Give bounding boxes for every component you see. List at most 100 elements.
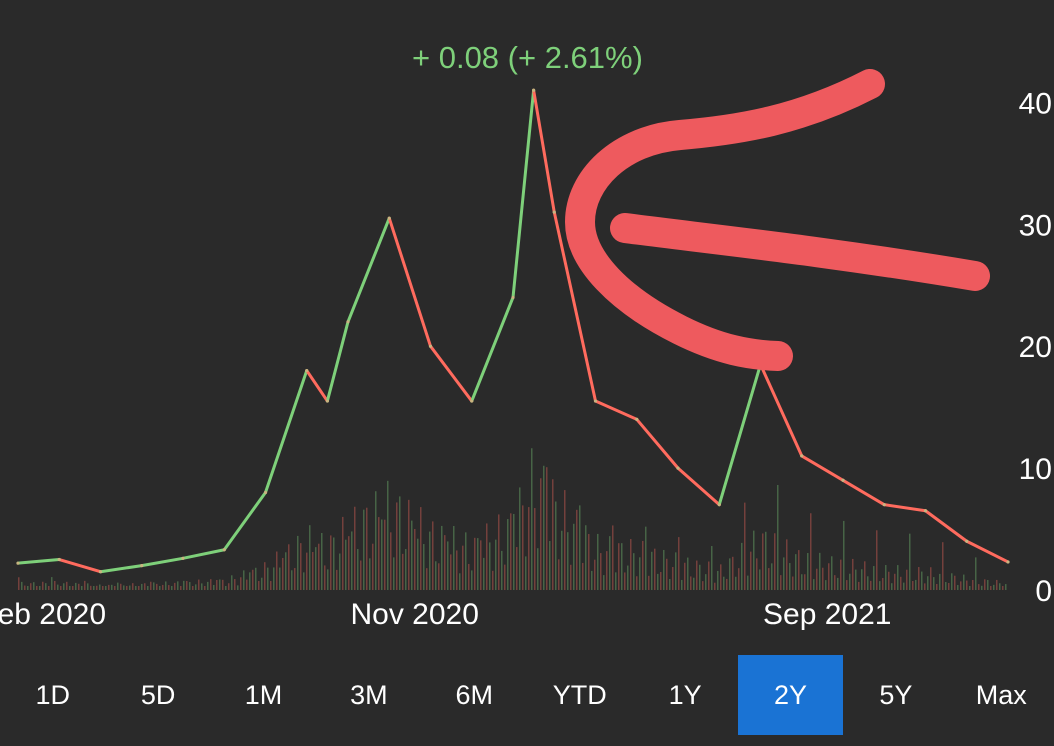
- volume-bar: [852, 558, 854, 590]
- price-point: [387, 216, 391, 220]
- volume-bar: [675, 552, 677, 590]
- volume-bar: [498, 514, 500, 590]
- volume-bar: [120, 583, 122, 590]
- volume-bar: [402, 553, 404, 590]
- y-tick-label: 40: [1019, 87, 1052, 120]
- volume-bar: [657, 573, 659, 590]
- volume-bar: [726, 578, 728, 590]
- volume-bar: [696, 560, 698, 590]
- volume-bar: [483, 557, 485, 590]
- volume-bar: [570, 564, 572, 590]
- volume-bar: [987, 580, 989, 590]
- volume-bar: [183, 580, 185, 590]
- volume-bar: [510, 513, 512, 590]
- volume-bar: [444, 535, 446, 590]
- volume-bar: [777, 484, 779, 590]
- volume-bar: [399, 496, 401, 590]
- price-point: [923, 509, 928, 513]
- volume-bar: [531, 448, 533, 590]
- volume-bar: [189, 582, 191, 590]
- price-point: [305, 368, 309, 373]
- volume-bar: [543, 465, 545, 590]
- volume-bar: [270, 581, 272, 590]
- price-point: [717, 503, 721, 507]
- volume-bar: [36, 586, 38, 590]
- volume-bar: [978, 584, 980, 590]
- price-line: [16, 88, 1010, 574]
- volume-bar: [630, 539, 632, 590]
- volume-bar: [330, 535, 332, 590]
- price-segment: [305, 369, 329, 403]
- volume-bar: [501, 550, 503, 590]
- volume-bar: [849, 573, 851, 590]
- volume-bar: [1005, 584, 1007, 590]
- volume-bar: [165, 581, 167, 590]
- volume-bar: [147, 586, 149, 590]
- volume-bar: [816, 568, 818, 590]
- volume-bar: [309, 525, 311, 590]
- volume-bar: [90, 585, 92, 590]
- range-button-5y[interactable]: 5Y: [879, 679, 913, 710]
- volume-bar: [612, 525, 614, 590]
- volume-bar: [408, 499, 410, 590]
- volume-bar: [897, 565, 899, 590]
- volume-bar: [891, 583, 893, 590]
- range-button-5d[interactable]: 5D: [140, 679, 176, 710]
- volume-bar: [63, 583, 65, 590]
- volume-bar: [102, 586, 104, 590]
- volume-bar: [507, 519, 509, 590]
- volume-bar: [138, 586, 140, 590]
- volume-bar: [486, 523, 488, 590]
- volume-bar: [252, 569, 254, 590]
- price-point: [593, 399, 598, 403]
- volume-bar: [678, 537, 680, 590]
- volume-bar: [45, 583, 47, 590]
- range-button-1m[interactable]: 1M: [244, 679, 283, 710]
- price-point: [16, 561, 20, 565]
- range-button-1d[interactable]: 1D: [35, 679, 70, 710]
- volume-bar: [81, 586, 83, 590]
- volume-bar: [33, 582, 35, 590]
- y-axis: 0 10 20 30 40: [1019, 87, 1052, 608]
- volume-bar: [18, 577, 20, 590]
- range-button-6m[interactable]: 6M: [455, 679, 494, 710]
- volume-bar: [117, 582, 119, 590]
- range-button-max[interactable]: Max: [975, 679, 1027, 710]
- volume-bar: [585, 525, 587, 590]
- volume-bar: [903, 582, 905, 590]
- volume-bar: [405, 549, 407, 590]
- volume-bar: [447, 541, 449, 590]
- range-button-ytd[interactable]: YTD: [552, 679, 607, 710]
- volume-bar: [747, 575, 749, 590]
- volume-bar: [495, 539, 497, 590]
- volume-bar: [579, 505, 581, 590]
- volume-bar: [594, 559, 596, 590]
- volume-bar: [417, 538, 419, 590]
- range-button-3m[interactable]: 3M: [350, 679, 388, 710]
- volume-bar: [879, 581, 881, 590]
- volume-bar: [948, 582, 950, 590]
- volume-bar: [684, 562, 686, 590]
- volume-bar: [438, 563, 440, 590]
- volume-bar: [186, 580, 188, 590]
- range-button-2y[interactable]: 2Y: [737, 655, 844, 735]
- price-segment: [222, 490, 267, 552]
- volume-bar: [375, 491, 377, 590]
- volume-bar: [396, 502, 398, 590]
- volume-bar: [336, 569, 338, 590]
- price-point: [800, 454, 804, 458]
- volume-bar: [741, 542, 743, 590]
- volume-bar: [954, 575, 956, 590]
- price-point: [470, 399, 474, 403]
- volume-bar: [930, 567, 932, 590]
- chart-svg: 0 10 20 30 40 Feb 2020 Nov 2020 Sep 2021: [0, 69, 1052, 631]
- volume-bar: [66, 581, 68, 590]
- volume-bar: [759, 569, 761, 590]
- volume-bar: [834, 575, 836, 590]
- volume-bar: [855, 569, 857, 590]
- price-segment: [552, 210, 597, 403]
- range-button-1y[interactable]: 1Y: [668, 679, 702, 710]
- volume-bar: [735, 576, 737, 590]
- volume-bar: [1002, 586, 1004, 590]
- price-point: [181, 556, 185, 560]
